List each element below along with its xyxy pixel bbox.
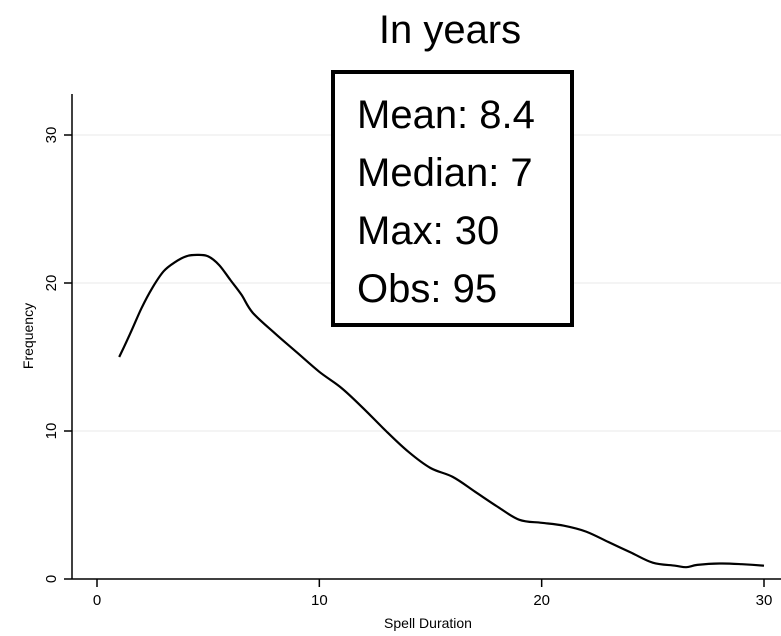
stat-median: Median: 7 (357, 151, 533, 195)
stat-mean: Mean: 8.4 (357, 93, 535, 137)
frequency-line (118, 253, 765, 569)
x-tick-label: 20 (533, 592, 550, 609)
y-tick-label: 10 (43, 423, 60, 440)
stat-max: Max: 30 (357, 209, 500, 253)
y-tick-label: 30 (43, 127, 60, 144)
x-tick-label: 30 (756, 592, 773, 609)
chart-title: In years (378, 8, 522, 52)
x-axis-label: Spell Duration (384, 615, 472, 631)
x-tick-label: 10 (311, 592, 328, 609)
y-tick-label: 0 (43, 575, 60, 583)
y-axis-label: Frequency (20, 303, 36, 369)
summary-stats-box: Mean: 8.4 Median: 7 Max: 30 Obs: 95 (331, 70, 574, 327)
x-tick-label: 0 (93, 592, 101, 609)
axis-ticks: 0 10 20 30 0 10 20 30 (43, 127, 772, 609)
y-tick-label: 20 (43, 275, 60, 292)
stat-obs: Obs: 95 (357, 267, 498, 311)
